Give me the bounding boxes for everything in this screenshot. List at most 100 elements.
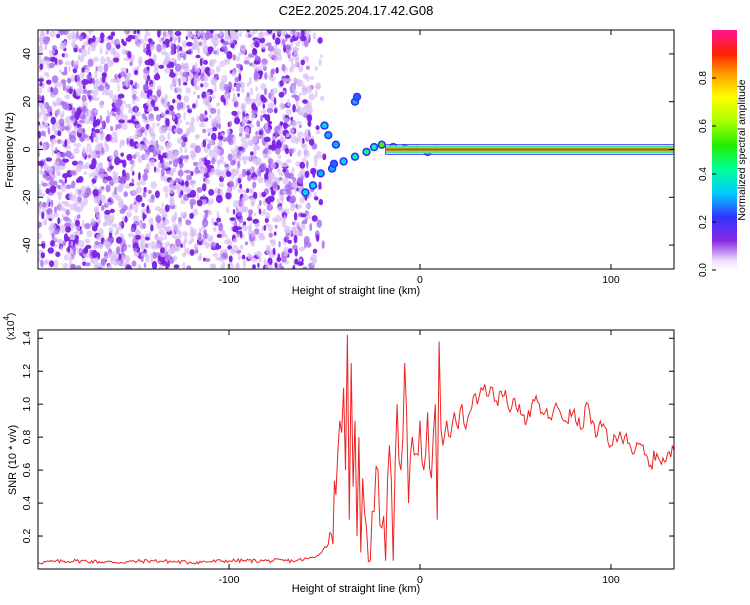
- noise-speckle: [56, 33, 61, 39]
- noise-speckle: [314, 84, 321, 89]
- noise-speckle: [301, 89, 308, 96]
- noise-speckle: [186, 104, 190, 110]
- signal-track-core: [333, 142, 339, 148]
- noise-speckle: [299, 124, 302, 129]
- noise-speckle: [216, 102, 220, 107]
- noise-speckle: [122, 169, 126, 177]
- noise-speckle: [297, 261, 304, 266]
- noise-speckle: [49, 180, 55, 186]
- noise-speckle: [63, 40, 67, 48]
- noise-speckle: [67, 245, 71, 253]
- noise-speckle: [196, 115, 200, 123]
- noise-speckle: [192, 103, 196, 109]
- noise-speckle: [182, 40, 188, 48]
- noise-speckle: [57, 193, 62, 200]
- noise-speckle: [46, 30, 50, 35]
- noise-speckle: [38, 208, 42, 216]
- colorbar-tick-label: 0.0: [698, 263, 709, 277]
- noise-speckle: [42, 201, 47, 208]
- noise-speckle: [248, 53, 255, 58]
- snr-frame: [37, 329, 675, 570]
- noise-speckle: [184, 169, 191, 174]
- noise-speckle: [291, 84, 296, 92]
- noise-region: [38, 30, 327, 269]
- noise-speckle: [141, 244, 145, 253]
- noise-speckle: [164, 232, 167, 241]
- noise-speckle: [282, 32, 286, 37]
- noise-speckle: [252, 47, 256, 54]
- noise-speckle: [263, 153, 269, 159]
- noise-speckle: [284, 147, 290, 155]
- noise-speckle: [114, 156, 121, 166]
- noise-speckle: [265, 212, 271, 220]
- noise-speckle: [95, 36, 101, 44]
- noise-speckle: [254, 41, 260, 48]
- noise-speckle: [142, 212, 145, 222]
- noise-speckle: [92, 57, 99, 62]
- noise-speckle: [226, 128, 230, 135]
- noise-speckle: [273, 231, 277, 236]
- noise-speckle: [263, 225, 267, 231]
- noise-speckle: [77, 163, 85, 168]
- noise-speckle: [225, 191, 232, 200]
- noise-speckle: [100, 258, 106, 267]
- noise-speckle: [126, 153, 133, 161]
- noise-speckle: [198, 41, 203, 47]
- noise-speckle: [103, 63, 109, 72]
- noise-speckle: [224, 165, 230, 172]
- noise-speckle: [137, 56, 143, 65]
- noise-speckle: [305, 65, 310, 70]
- noise-speckle: [265, 262, 271, 269]
- noise-speckle: [296, 78, 302, 87]
- noise-speckle: [81, 101, 88, 107]
- noise-speckle: [252, 264, 256, 269]
- noise-speckle: [59, 113, 65, 118]
- noise-speckle: [173, 264, 180, 269]
- noise-speckle: [164, 245, 168, 254]
- noise-speckle: [65, 209, 70, 216]
- noise-speckle: [182, 184, 187, 193]
- noise-speckle: [309, 223, 313, 232]
- noise-speckle: [165, 109, 170, 115]
- noise-speckle: [307, 120, 312, 127]
- noise-speckle: [174, 116, 179, 125]
- noise-speckle: [91, 249, 98, 259]
- noise-speckle: [40, 130, 46, 137]
- noise-speckle: [41, 95, 45, 104]
- noise-speckle: [86, 109, 93, 117]
- noise-speckle: [240, 86, 245, 94]
- noise-speckle: [51, 174, 57, 179]
- noise-speckle: [263, 136, 271, 143]
- noise-speckle: [154, 190, 160, 199]
- noise-speckle: [50, 56, 57, 63]
- noise-speckle: [81, 219, 85, 228]
- noise-speckle: [263, 31, 270, 37]
- noise-speckle: [105, 115, 110, 124]
- noise-speckle: [301, 219, 308, 225]
- signal-track-core: [331, 161, 337, 167]
- noise-speckle: [157, 163, 163, 168]
- noise-speckle: [268, 149, 272, 155]
- noise-speckle: [296, 151, 302, 157]
- noise-speckle: [167, 30, 174, 38]
- snr-scale-close: ): [6, 313, 17, 316]
- noise-speckle: [265, 167, 269, 175]
- noise-speckle: [184, 238, 187, 244]
- noise-speckle: [312, 169, 316, 179]
- noise-speckle: [135, 194, 143, 203]
- noise-speckle: [262, 114, 268, 118]
- noise-speckle: [247, 139, 254, 146]
- noise-speckle: [107, 35, 114, 40]
- noise-speckle: [246, 188, 250, 194]
- noise-speckle: [73, 238, 79, 244]
- noise-speckle: [227, 153, 233, 162]
- noise-speckle: [216, 47, 219, 57]
- noise-speckle: [52, 45, 57, 51]
- noise-speckle: [71, 40, 76, 48]
- noise-speckle: [95, 66, 99, 72]
- noise-speckle: [174, 30, 182, 37]
- noise-speckle: [137, 264, 142, 269]
- noise-speckle: [225, 206, 230, 214]
- noise-speckle: [158, 263, 164, 269]
- noise-speckle: [88, 146, 92, 155]
